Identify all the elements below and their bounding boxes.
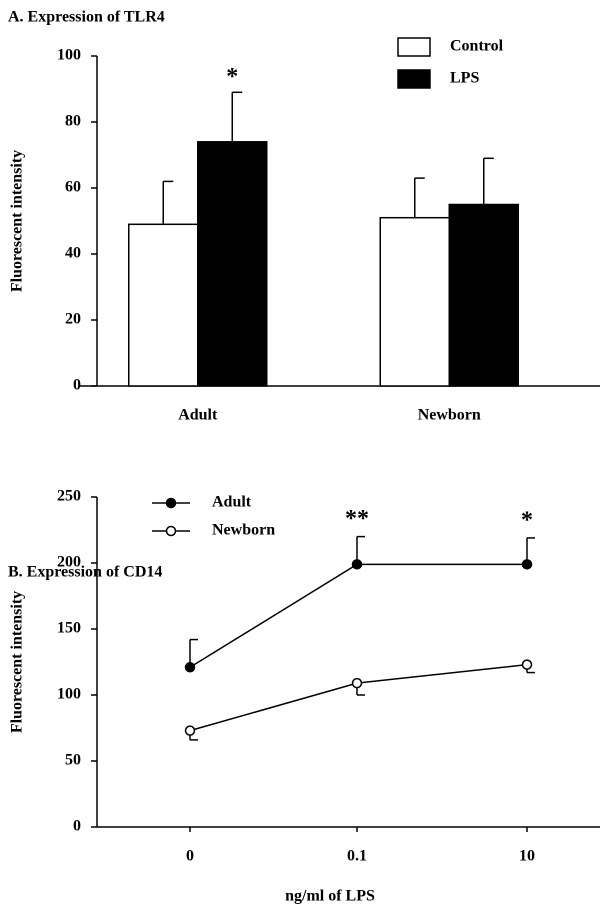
bar xyxy=(379,216,450,387)
annotation: * xyxy=(226,64,238,90)
x-axis-label: ng/ml of LPS xyxy=(285,888,375,905)
bar xyxy=(448,203,519,387)
chart-title: B. Expression of CD14 xyxy=(8,564,162,581)
point xyxy=(184,725,196,736)
legend-swatch xyxy=(397,69,431,89)
y-tick-label: 0 xyxy=(73,377,81,394)
x-tick-label: Newborn xyxy=(418,407,481,424)
y-tick-label: 250 xyxy=(57,488,81,505)
legend-label: LPS xyxy=(450,70,479,87)
x-tick-label: 0 xyxy=(186,848,194,865)
point xyxy=(521,559,533,570)
y-tick-label: 40 xyxy=(65,245,81,262)
annotation: * xyxy=(521,507,533,533)
legend-label: Adult xyxy=(212,494,252,511)
legend-label: Control xyxy=(450,38,504,55)
x-tick-label: 0.1 xyxy=(347,848,367,865)
series-line xyxy=(189,663,528,732)
y-tick-label: 150 xyxy=(57,620,81,637)
series-line xyxy=(189,563,527,668)
y-tick-label: 20 xyxy=(65,311,81,328)
y-axis-label: Fluorescent intensity xyxy=(9,150,26,292)
legend-marker xyxy=(165,497,177,509)
point xyxy=(351,559,363,570)
bar xyxy=(128,223,199,387)
chart-title: A. Expression of TLR4 xyxy=(8,9,165,26)
y-tick-label: 0 xyxy=(73,818,81,835)
legend-marker xyxy=(165,525,177,537)
y-tick-label: 100 xyxy=(57,47,81,64)
x-tick-label: 10 xyxy=(519,848,535,865)
legend-label: Newborn xyxy=(212,522,275,539)
x-tick-label: Adult xyxy=(178,407,218,424)
y-tick-label: 60 xyxy=(65,179,81,196)
y-tick-label: 100 xyxy=(57,686,81,703)
bar xyxy=(197,141,268,387)
point xyxy=(184,662,196,673)
annotation: ** xyxy=(345,506,369,532)
y-axis-label: Fluorescent intensity xyxy=(9,591,26,733)
y-tick-label: 50 xyxy=(65,752,81,769)
y-tick-label: 200 xyxy=(57,554,81,571)
point xyxy=(351,677,363,689)
point xyxy=(521,659,533,670)
y-tick-label: 80 xyxy=(65,113,81,130)
legend-swatch xyxy=(397,37,431,57)
